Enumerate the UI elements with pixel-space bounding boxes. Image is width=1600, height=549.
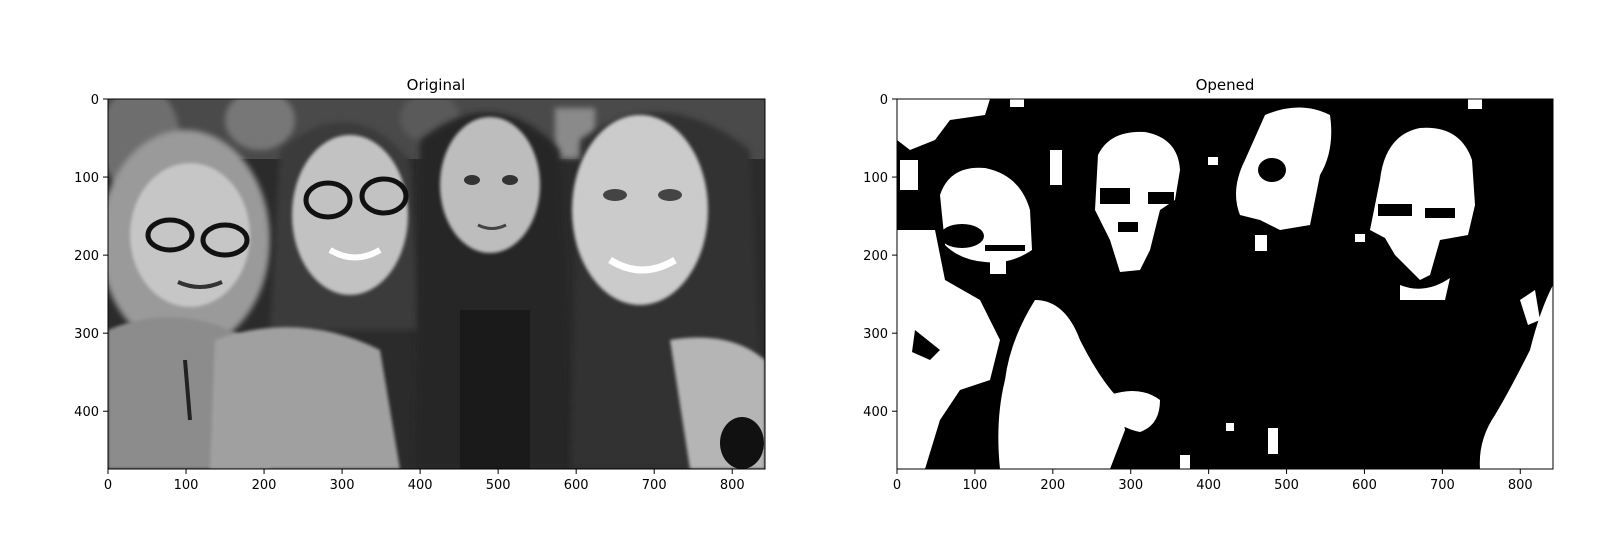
opened-panel: Opened [863,76,1554,493]
original-xtick-label: 100 [174,478,199,493]
original-ytick-label: 300 [74,327,99,342]
original-xtick-label: 800 [720,478,745,493]
opened-xtick-label: 400 [1196,478,1221,493]
original-xtick-label: 600 [564,478,589,493]
original-ytick-label: 200 [74,249,99,264]
opened-ytick-label: 200 [863,249,888,264]
opened-ytick-label: 100 [863,171,888,186]
opened-xtick-label: 200 [1040,478,1065,493]
original-panel: Original [74,76,766,493]
opened-ytick-label: 400 [863,405,888,420]
opened-xtick-label: 700 [1430,478,1455,493]
original-photo [108,99,765,469]
opened-title: Opened [1196,76,1255,94]
original-xtick-label: 0 [104,478,112,493]
original-xtick-label: 300 [330,478,355,493]
original-xtick-label: 200 [252,478,277,493]
opened-xtick-label: 800 [1508,478,1533,493]
opened-axes-frame [896,98,1554,470]
opened-xtick-label: 100 [962,478,987,493]
original-xtick-label: 400 [408,478,433,493]
original-axes-frame [107,98,766,470]
original-xtick-label: 700 [642,478,667,493]
original-xtick-label: 500 [486,478,511,493]
original-title: Original [407,76,466,94]
original-ytick-label: 400 [74,405,99,420]
opened-mask [897,99,1553,469]
original-ticks: 0 100 200 300 400 500 600 700 800 0 100 200 300 400 [74,93,744,493]
opened-xtick-label: 500 [1274,478,1299,493]
opened-ytick-label: 300 [863,327,888,342]
opened-xtick-label: 0 [893,478,901,493]
opened-xtick-label: 600 [1352,478,1377,493]
opened-xtick-label: 300 [1118,478,1143,493]
opened-ytick-label: 0 [880,93,888,108]
original-ytick-label: 100 [74,171,99,186]
opened-ticks: 0 100 200 300 400 500 600 700 800 0 100 200 300 400 [863,93,1533,493]
original-ytick-label: 0 [91,93,99,108]
